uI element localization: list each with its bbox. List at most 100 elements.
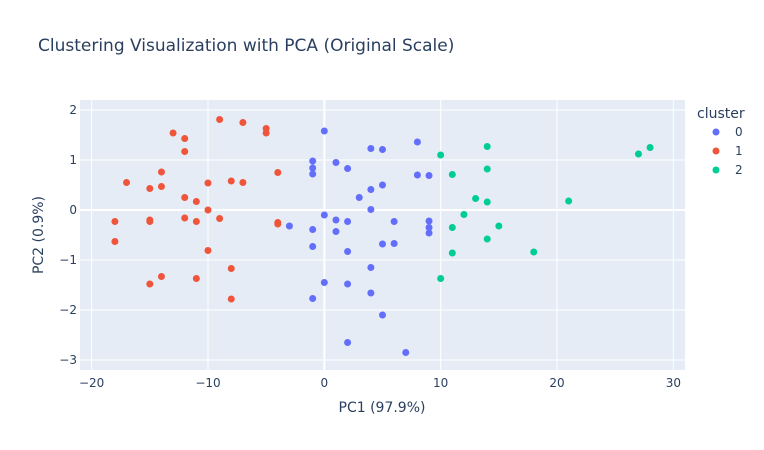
- plot-area: [80, 100, 685, 370]
- data-point-cluster-1[interactable]: [181, 135, 189, 142]
- data-point-cluster-0[interactable]: [390, 218, 398, 225]
- data-point-cluster-2[interactable]: [565, 197, 573, 205]
- y-tick-label: −2: [59, 303, 77, 317]
- chart-title: Clustering Visualization with PCA (Origi…: [38, 36, 454, 56]
- data-point-cluster-1[interactable]: [169, 129, 177, 137]
- data-point-cluster-0[interactable]: [379, 146, 386, 153]
- data-point-cluster-1[interactable]: [181, 148, 189, 155]
- data-point-cluster-1[interactable]: [192, 198, 200, 205]
- data-point-cluster-1[interactable]: [111, 238, 119, 245]
- data-point-cluster-2[interactable]: [448, 171, 456, 178]
- data-point-cluster-0[interactable]: [402, 349, 410, 356]
- data-point-cluster-1[interactable]: [181, 214, 189, 222]
- data-point-cluster-0[interactable]: [309, 243, 317, 250]
- data-point-cluster-2[interactable]: [472, 195, 480, 202]
- data-point-cluster-0[interactable]: [379, 240, 386, 248]
- data-point-cluster-0[interactable]: [425, 217, 433, 225]
- data-point-cluster-1[interactable]: [262, 129, 270, 137]
- data-point-cluster-0[interactable]: [344, 165, 352, 172]
- x-tick-label: 0: [321, 376, 329, 390]
- data-point-cluster-1[interactable]: [239, 179, 247, 186]
- data-point-cluster-0[interactable]: [425, 172, 433, 179]
- data-point-cluster-1[interactable]: [157, 168, 165, 176]
- legend-title: cluster: [697, 106, 745, 122]
- data-point-cluster-2[interactable]: [646, 144, 654, 151]
- data-point-cluster-0[interactable]: [344, 218, 352, 225]
- data-point-cluster-0[interactable]: [379, 311, 386, 319]
- data-point-cluster-1[interactable]: [204, 206, 212, 214]
- data-point-cluster-1[interactable]: [181, 194, 189, 201]
- data-point-cluster-0[interactable]: [367, 264, 375, 271]
- legend-marker-1[interactable]: [712, 147, 720, 155]
- data-point-cluster-2[interactable]: [448, 224, 456, 231]
- data-point-cluster-0[interactable]: [320, 211, 328, 219]
- data-point-cluster-1[interactable]: [192, 218, 200, 225]
- data-point-cluster-2[interactable]: [437, 151, 445, 159]
- data-point-cluster-1[interactable]: [192, 275, 200, 282]
- data-point-cluster-0[interactable]: [413, 138, 421, 146]
- data-point-cluster-1[interactable]: [204, 247, 212, 254]
- data-point-cluster-1[interactable]: [239, 119, 247, 126]
- data-point-cluster-0[interactable]: [320, 279, 328, 286]
- legend-label-0[interactable]: 0: [735, 125, 743, 139]
- data-point-cluster-0[interactable]: [344, 248, 352, 255]
- data-point-cluster-0[interactable]: [332, 216, 340, 224]
- data-point-cluster-1[interactable]: [157, 273, 165, 280]
- data-point-cluster-2[interactable]: [483, 198, 491, 206]
- data-point-cluster-0[interactable]: [413, 171, 421, 179]
- data-point-cluster-1[interactable]: [146, 218, 154, 225]
- data-point-cluster-0[interactable]: [425, 229, 433, 237]
- legend-label-1[interactable]: 1: [735, 144, 743, 158]
- data-point-cluster-2[interactable]: [437, 275, 445, 282]
- data-point-cluster-0[interactable]: [367, 186, 375, 193]
- data-point-cluster-1[interactable]: [157, 183, 165, 190]
- data-point-cluster-1[interactable]: [227, 265, 235, 272]
- data-point-cluster-0[interactable]: [344, 339, 352, 346]
- data-point-cluster-2[interactable]: [460, 211, 468, 218]
- data-point-cluster-1[interactable]: [111, 218, 119, 225]
- data-point-cluster-2[interactable]: [634, 150, 642, 158]
- data-point-cluster-2[interactable]: [483, 165, 491, 173]
- data-point-cluster-2[interactable]: [483, 235, 491, 243]
- legend-marker-2[interactable]: [712, 166, 720, 174]
- grid-layer: [80, 100, 685, 370]
- data-point-cluster-2[interactable]: [483, 143, 491, 150]
- data-point-cluster-0[interactable]: [344, 280, 352, 288]
- legend-label-2[interactable]: 2: [735, 163, 743, 177]
- y-tick-label: −1: [59, 253, 77, 267]
- data-point-cluster-1[interactable]: [204, 179, 212, 187]
- data-point-cluster-1[interactable]: [216, 215, 224, 222]
- data-point-cluster-1[interactable]: [274, 220, 282, 228]
- data-point-cluster-0[interactable]: [320, 127, 328, 135]
- data-point-cluster-1[interactable]: [146, 280, 154, 288]
- data-point-cluster-0[interactable]: [332, 159, 340, 166]
- data-point-cluster-0[interactable]: [309, 226, 317, 233]
- data-point-cluster-0[interactable]: [355, 194, 363, 201]
- data-point-cluster-2[interactable]: [448, 249, 456, 257]
- data-point-cluster-0[interactable]: [332, 228, 340, 235]
- x-tick-label: 30: [666, 376, 681, 390]
- data-point-cluster-1[interactable]: [123, 179, 131, 186]
- data-point-cluster-0[interactable]: [390, 240, 398, 247]
- x-tick-label: −20: [79, 376, 104, 390]
- x-axis-title: PC1 (97.9%): [339, 400, 426, 416]
- data-point-cluster-0[interactable]: [309, 164, 317, 172]
- legend: cluster 0 1 2: [697, 106, 745, 177]
- data-point-cluster-0[interactable]: [309, 157, 317, 165]
- data-point-cluster-0[interactable]: [285, 222, 293, 230]
- data-point-cluster-1[interactable]: [227, 295, 235, 303]
- data-point-cluster-0[interactable]: [367, 145, 375, 152]
- data-point-cluster-0[interactable]: [367, 289, 375, 297]
- data-point-cluster-0[interactable]: [425, 224, 433, 231]
- data-point-cluster-1[interactable]: [216, 116, 224, 123]
- data-point-cluster-0[interactable]: [309, 295, 317, 302]
- data-point-cluster-2[interactable]: [530, 248, 538, 256]
- data-point-cluster-0[interactable]: [379, 181, 386, 189]
- data-point-cluster-1[interactable]: [274, 169, 282, 176]
- legend-marker-0[interactable]: [712, 128, 720, 136]
- data-point-cluster-1[interactable]: [146, 185, 154, 192]
- data-point-cluster-1[interactable]: [227, 177, 235, 185]
- data-point-cluster-2[interactable]: [495, 222, 503, 230]
- data-point-cluster-0[interactable]: [367, 206, 375, 213]
- data-point-cluster-0[interactable]: [309, 170, 317, 178]
